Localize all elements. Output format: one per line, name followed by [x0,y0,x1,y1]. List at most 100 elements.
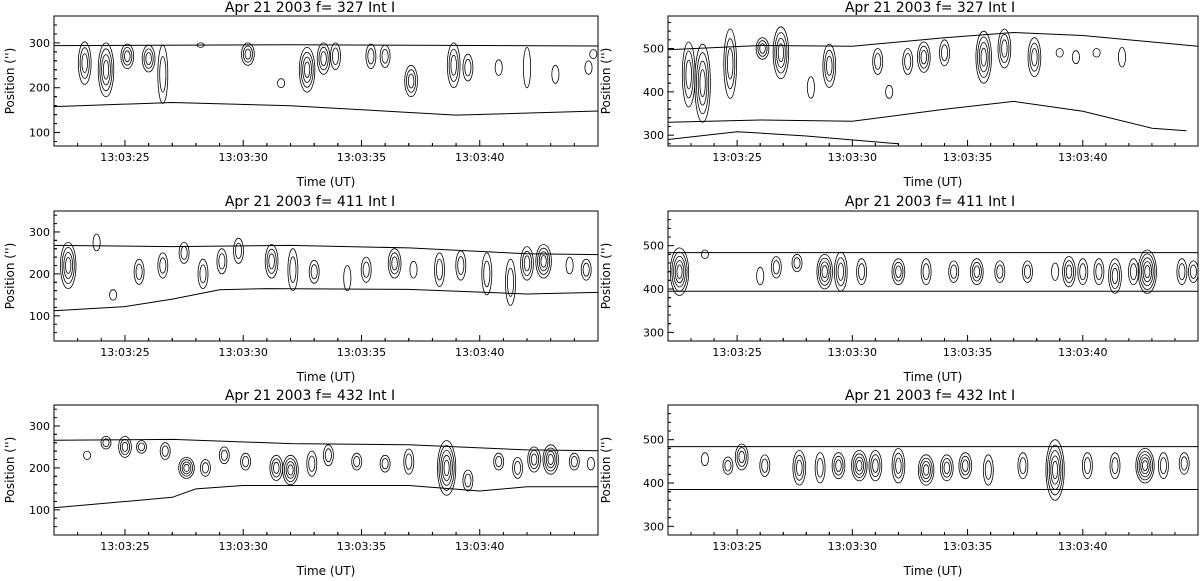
burst-contour [310,264,318,280]
burst-contour [796,459,803,476]
burst-contour [109,289,118,301]
burst-contour [527,446,541,473]
burst-contour [61,246,75,284]
panel-1-title: Apr 21 2003 f= 327 Int I [225,0,395,16]
burst-contour [330,42,341,71]
burst-contour [837,262,844,281]
burst-contour [436,440,457,496]
burst-contour [831,452,846,480]
burst-contour [586,457,595,471]
burst-contour [529,449,540,469]
burst-contour [920,258,932,286]
burst-contour [1001,39,1008,58]
burst-contour [1064,260,1075,284]
burst-contour [941,457,952,478]
burst-contour [455,250,467,281]
burst-contour [1017,452,1029,480]
burst-contour [1180,456,1188,471]
y-tick-label: 300 [29,420,50,433]
burst-contour [856,258,867,286]
burst-contour [904,53,912,70]
burst-contour [851,450,868,482]
burst-contour [483,260,491,288]
x-tick-label: 13:03:25 [100,346,149,359]
burst-contour [322,444,334,467]
burst-contour [700,249,709,260]
lower-boundary-line [54,485,598,509]
panel-4-frame [667,210,1199,342]
burst-contour [816,254,833,290]
burst-contour [81,53,88,73]
burst-contour [978,42,989,73]
x-tick-label: 13:03:40 [455,151,504,164]
burst-contour [434,252,445,287]
burst-contour [1092,48,1101,58]
burst-contour [826,55,833,76]
burst-contour [181,461,192,475]
burst-contour [770,256,782,279]
burst-contour [1024,264,1032,279]
burst-contour [450,54,457,76]
burst-contour [824,49,835,82]
y-tick-label: 300 [643,520,664,533]
burst-contour [755,37,770,60]
burst-contour [120,438,131,455]
burst-contour [1095,263,1103,281]
burst-contour [1082,452,1093,480]
burst-contour [242,45,253,63]
x-tick-label: 13:03:35 [943,346,992,359]
burst-contour [362,261,370,278]
burst-contour [962,459,969,472]
panel-6-title: Apr 21 2003 f= 432 Int I [845,388,1015,404]
burst-contour [725,38,736,90]
burst-contour [440,449,453,486]
y-tick-label: 400 [643,86,664,99]
burst-contour [1140,457,1150,475]
burst-contour [220,449,228,461]
burst-contour [506,267,514,297]
burst-contour [59,241,77,289]
burst-contour [852,453,866,479]
burst-contour [756,266,765,286]
burst-contour [457,256,465,275]
x-tick-label: 13:03:35 [337,151,386,164]
y-tick-label: 200 [29,268,50,281]
burst-contour [102,60,110,80]
burst-contour [948,260,960,283]
burst-contour [264,244,279,279]
burst-contour [761,458,769,473]
burst-contour [241,42,255,66]
burst-contour [1189,264,1197,279]
burst-contour [570,455,578,468]
burst-contour [736,447,747,467]
burst-contour [141,44,156,73]
burst-contour [145,52,152,65]
burst-contour [772,26,790,80]
burst-contour [308,259,320,284]
burst-contour [895,457,902,474]
panel-4: Apr 21 2003 f= 411 Int I 13:03:25 13:03:3… [599,194,1199,384]
x-tick-label: 13:03:40 [455,540,504,553]
burst-contour [568,452,580,471]
panel-6-xlabel: Time (UT) [903,564,963,578]
burst-contour [872,458,879,473]
burst-contour [331,47,339,66]
burst-contour [435,259,443,281]
burst-contour [791,253,803,273]
y-tick-label: 500 [643,240,664,253]
burst-contour [996,264,1004,279]
burst-contour [669,247,690,296]
burst-contour [1178,452,1190,475]
panel-1-frame [53,15,599,147]
x-tick-label: 13:03:25 [712,540,761,553]
x-tick-label: 13:03:30 [828,540,877,553]
burst-contour [895,265,902,278]
burst-contour [727,47,734,80]
burst-contour [65,257,72,274]
burst-contour [101,54,111,86]
burst-contour [542,444,559,475]
burst-contour [984,460,992,480]
burst-contour [403,448,415,475]
burst-contour [1022,260,1033,283]
burst-contour [671,251,688,292]
